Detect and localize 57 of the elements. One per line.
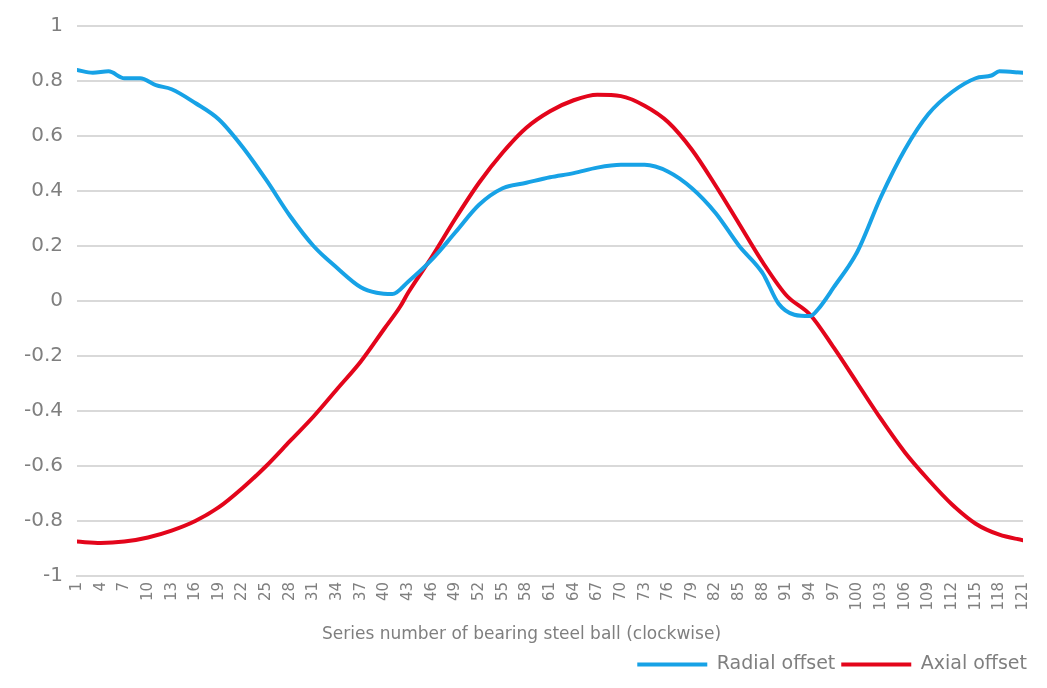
- x-tick-label: 82: [705, 581, 724, 602]
- x-tick-label: 58: [516, 581, 535, 602]
- y-tick-label: 0.2: [31, 232, 64, 257]
- x-tick-label: 34: [327, 581, 346, 602]
- x-tick-label: 22: [232, 581, 251, 602]
- x-tick-label: 13: [161, 581, 180, 602]
- x-tick-label: 7: [114, 581, 133, 592]
- x-tick-label: 85: [729, 581, 748, 602]
- x-tick-label: 100: [847, 581, 866, 611]
- y-tick-label: -0.8: [23, 507, 64, 532]
- x-tick-label: 79: [681, 581, 700, 602]
- x-tick-label: 16: [185, 581, 204, 602]
- x-tick-label: 70: [610, 581, 629, 602]
- x-tick-label: 67: [587, 581, 606, 602]
- x-tick-label: 76: [658, 581, 677, 602]
- x-tick-label: 46: [421, 581, 440, 602]
- x-tick-label: 40: [374, 581, 393, 602]
- y-tick-label: -0.2: [23, 342, 64, 367]
- line-series: [77, 92, 1023, 545]
- x-tick-label: 49: [445, 581, 464, 602]
- x-tick-label: 112: [941, 581, 960, 611]
- x-tick-label: 61: [539, 581, 558, 602]
- x-axis-title: Series number of bearing steel ball (clockwise): [321, 623, 722, 644]
- line-series: [77, 68, 1023, 319]
- x-tick-label: 97: [823, 581, 842, 602]
- x-tick-label: 10: [137, 581, 156, 602]
- x-tick-label: 88: [752, 581, 771, 602]
- x-tick-label: 52: [468, 581, 487, 602]
- x-tick-label: 115: [965, 581, 984, 611]
- x-tick-label: 64: [563, 581, 582, 602]
- x-tick-label: 118: [989, 581, 1008, 611]
- x-tick-label: 31: [303, 581, 322, 602]
- y-tick-label: 0.6: [31, 122, 64, 147]
- legend-label: Radial offset: [716, 651, 836, 674]
- y-tick-label: 0.8: [31, 67, 64, 92]
- x-tick-label: 55: [492, 581, 511, 602]
- x-tick-label: 28: [279, 581, 298, 602]
- y-tick-label: 0.4: [31, 177, 64, 202]
- x-tick-label: 91: [776, 581, 795, 602]
- x-tick-label: 109: [918, 581, 937, 611]
- y-tick-label: -0.4: [23, 397, 64, 422]
- x-tick-label: 19: [208, 581, 227, 602]
- x-tick-label: 1: [66, 581, 85, 592]
- y-tick-label: 0: [50, 287, 64, 312]
- x-tick-label: 4: [90, 581, 109, 592]
- y-tick-label: -1: [43, 562, 64, 587]
- x-tick-label: 37: [350, 581, 369, 602]
- x-tick-label: 121: [1012, 581, 1031, 611]
- y-tick-label: -0.6: [23, 452, 64, 477]
- x-tick-label: 106: [894, 581, 913, 611]
- y-tick-label: 1: [50, 12, 64, 37]
- x-tick-label: 103: [870, 581, 889, 611]
- x-tick-label: 73: [634, 581, 653, 602]
- x-tick-label: 43: [398, 581, 417, 602]
- x-tick-label: 25: [256, 581, 275, 602]
- x-tick-label: 94: [800, 581, 819, 602]
- legend-label: Axial offset: [920, 651, 1028, 674]
